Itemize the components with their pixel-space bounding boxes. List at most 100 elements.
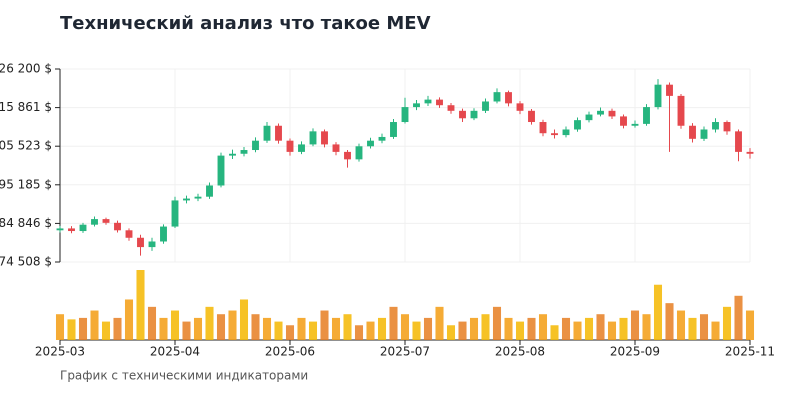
volume-bar [170,310,180,340]
volume-bar [458,321,467,340]
volume-bar [607,321,617,340]
volume-bar [550,325,559,340]
candle-body [436,99,443,106]
candle-body [712,122,719,130]
volume-bar [481,314,490,340]
volume-bar [285,325,295,340]
candle-body [585,114,593,121]
candle-body [275,125,282,141]
volume-bar [469,317,479,340]
candle-body [620,116,627,126]
candle-body [505,92,512,104]
volume-bar [193,317,203,340]
volume-bar [274,321,283,340]
volume-bar [642,314,651,340]
volume-bar [78,317,88,340]
candle-body [700,129,708,139]
volume-bar [262,317,272,340]
volume-bar [251,314,260,340]
volume-bar [216,314,226,340]
y-tick-label: 184 846 $ [0,216,52,230]
volume-bar [538,314,548,340]
volume-bar [366,321,375,340]
candle-body [229,153,236,156]
candle-body [746,151,754,154]
volume-bar [320,310,329,340]
volume-bar [722,306,732,340]
x-tick-label: 2025-09 [610,345,660,359]
candle-body [344,151,351,160]
volume-bar [412,321,421,340]
x-tick-label: 2025-04 [150,345,200,359]
x-tick-label: 2025-06 [265,345,315,359]
volume-bar [331,317,341,340]
volume-bar [504,317,513,340]
candle-body [401,107,409,123]
candle-body [367,140,374,147]
candle-body [56,228,64,231]
volume-bar [676,310,686,340]
candle-body [321,131,328,145]
volume-bar [596,314,605,340]
y-tick-label: 174 508 $ [0,255,52,269]
candle-body [424,99,432,104]
x-tick-label: 2025-08 [495,345,545,359]
candle-body [217,155,225,186]
candle-body [183,198,190,201]
x-tick-label: 2025-03 [35,345,85,359]
volume-bar [147,306,157,340]
candle-body [643,107,650,124]
candle-body [631,123,639,126]
y-tick-label: 195 185 $ [0,177,52,191]
volume-bar [492,306,502,340]
volume-bar [515,321,525,340]
volume-bar [55,314,65,340]
candle-body [528,110,535,123]
volume-bar [377,317,387,340]
candle-body [493,92,501,102]
volume-bar [619,317,628,340]
candle-body [102,219,110,223]
volume-bar [630,310,640,340]
volume-bar [297,317,306,340]
candle-body [79,224,87,232]
volume-bar [573,321,582,340]
volume-bar [435,306,444,340]
candle-body [562,129,570,136]
volume-bar [711,321,720,340]
candle-body [470,110,478,119]
volume-bar [734,295,743,340]
candle-body [413,103,420,108]
candle-body [68,228,75,232]
candle-body [378,136,386,141]
volume-bar [124,299,134,340]
volume-bar [699,314,709,340]
candle-body [677,95,685,126]
candle-body [608,110,616,117]
volume-bar [400,314,410,340]
volume-bar [561,317,571,340]
volume-bar [159,317,168,340]
candle-body [160,226,167,242]
candle-body [597,110,604,115]
y-tick-label: 205 523 $ [0,139,52,153]
volume-bar [446,325,456,340]
candle-body [91,219,98,225]
candle-body [332,144,340,152]
candle-body [459,110,466,119]
candle-body [125,230,133,238]
candle-body [689,125,696,139]
candle-body [447,105,455,111]
candle-body [666,84,673,96]
candle-body [654,84,662,108]
volume-bar [688,317,697,340]
volume-bar [354,325,364,340]
candle-body [171,200,179,227]
volume-bar [101,321,111,340]
y-tick-label: 215 861 $ [0,100,52,114]
candle-body [206,185,213,197]
candle-body [390,122,397,137]
candle-body [355,146,363,160]
